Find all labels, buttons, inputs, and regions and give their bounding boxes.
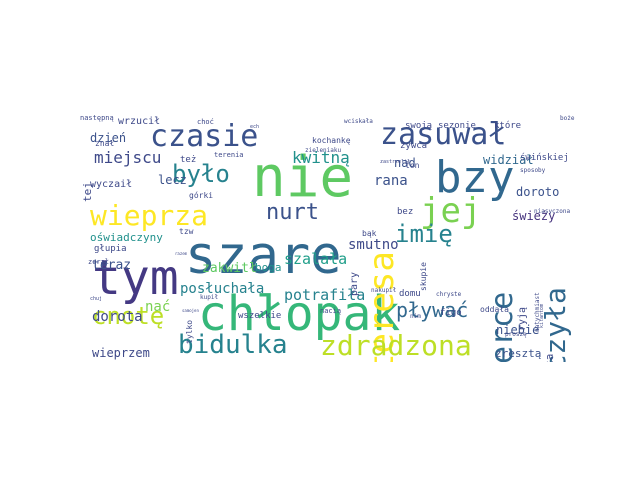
word-cloud: nie szare chłopak tym teresa bzy czasie zasuwał… <box>80 112 580 362</box>
word-żywca: żywca <box>400 141 428 151</box>
word-tylko: tylko <box>185 319 194 344</box>
word-wyczaił: wyczaił <box>90 179 133 190</box>
word-nać: nać <box>145 299 171 315</box>
word-widział: widział <box>483 153 534 167</box>
word-szalała: szalała <box>284 250 348 268</box>
word-świeży: świeży <box>512 209 556 223</box>
word-boże: boże <box>560 115 575 122</box>
word-figo: figo <box>440 308 462 318</box>
word-błagała: błagała <box>543 354 556 362</box>
word-dzień: dzień <box>90 131 127 145</box>
word-świńskiej: świńskiej <box>520 153 569 163</box>
word-boga: boga <box>255 261 282 274</box>
word-wrzucił: wrzucił <box>118 116 161 127</box>
word-kilantom: kilantom <box>539 303 545 328</box>
word-chuj: chuj <box>90 296 103 302</box>
word-ech: ech <box>250 124 260 130</box>
word-miejscu: miejscu <box>94 148 162 167</box>
word-sposoby: sposoby <box>520 167 546 174</box>
word-proszę: proszę <box>505 331 527 338</box>
word-kupił: kupił <box>200 294 219 301</box>
word-tym: tym <box>92 250 179 306</box>
word-następną: następną <box>80 114 114 122</box>
word-choć: choć <box>197 118 214 126</box>
word-nie: nie <box>252 145 354 210</box>
word-kochankę: kochankę <box>312 136 351 145</box>
word-teraz: teraz <box>92 258 132 273</box>
word-domu: domu <box>399 289 421 299</box>
word-oddała: oddała <box>480 305 509 314</box>
word-dorota: dorota <box>92 309 143 325</box>
word-zasuwał: zasuwał <box>380 117 507 152</box>
word-górki: górki <box>189 191 214 200</box>
word-niebie: niebie <box>496 323 540 337</box>
word-bzy: bzy <box>435 152 515 203</box>
word-posłuchała: posłuchała <box>180 281 265 297</box>
word-chryste: chryste <box>436 291 462 298</box>
word-tzw: tzw <box>179 227 194 236</box>
word-wieprzem: wieprzem <box>92 346 150 360</box>
word-razem: razem <box>175 251 188 256</box>
word-cnotę: cnotę <box>92 302 165 330</box>
word-wieprza: wieprza <box>90 199 209 232</box>
word-oświadczyny: oświadczyny <box>90 231 163 244</box>
word-bez: bez <box>397 207 414 217</box>
word-swoją: swoją <box>405 121 433 131</box>
word-wszelkie: wszelkie <box>238 311 282 321</box>
word-skupie: skupie <box>419 261 428 291</box>
word-zorał: zorał <box>88 258 110 266</box>
word-wciskała: wciskała <box>344 118 373 125</box>
word-pary: pary <box>349 271 360 296</box>
word-potrafiła: potrafiła <box>284 286 366 304</box>
word-nad: nad <box>394 156 416 170</box>
word-szare: szare <box>185 226 342 286</box>
word-ryją: ryją <box>517 306 528 331</box>
word-nurt: nurt <box>266 200 319 225</box>
word-niasyczona: niasyczona <box>534 208 571 215</box>
word-zastrzelił: zastrzelił <box>380 159 411 165</box>
word-doroto: doroto <box>516 185 560 199</box>
word-bidulka: bidulka <box>178 330 288 360</box>
word-kwitną: kwitną <box>292 148 350 167</box>
word-czasie: czasie <box>150 119 259 154</box>
word-zresztą: zresztą <box>495 347 542 360</box>
word-głupia: głupia <box>94 244 127 254</box>
word-znał: znał <box>95 139 115 148</box>
word-też: też <box>180 155 197 165</box>
word-skoczyła: skoczyła <box>539 287 572 362</box>
word-nakupił: nakupił <box>371 287 397 294</box>
word-ton: ton <box>405 161 420 170</box>
word-zdradzona: zdradzona <box>320 329 472 362</box>
word-rana: rana <box>374 173 408 189</box>
word-smutno: smutno <box>348 237 399 253</box>
word-nacią: nacią <box>320 307 342 315</box>
word-terenia: terenia <box>214 151 244 159</box>
word-pływać: pływać <box>396 298 469 322</box>
word-jej: jej <box>420 191 482 231</box>
word-chłopak: chłopak <box>198 286 401 342</box>
word-które: które <box>494 121 522 131</box>
word-lecz: lecz <box>158 173 187 187</box>
word-zakwitł: zakwitł <box>202 261 257 276</box>
word-tej: tej <box>81 181 94 202</box>
word-bąk: bąk <box>362 229 377 238</box>
word-imię: imię <box>395 220 453 248</box>
word-było: było <box>172 160 230 188</box>
word-samojen: samojen <box>182 308 199 313</box>
word-zieleniaku: zieleniaku <box>305 147 342 154</box>
word-nim: nim <box>410 313 421 320</box>
word-sezonie: sezonie <box>438 121 476 131</box>
